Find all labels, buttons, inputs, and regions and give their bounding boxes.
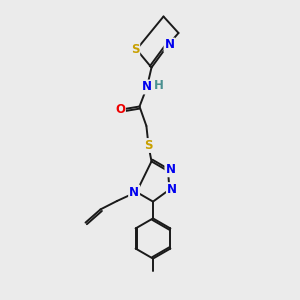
Text: S: S xyxy=(144,139,153,152)
Text: H: H xyxy=(154,79,163,92)
Text: N: N xyxy=(164,38,175,52)
Text: O: O xyxy=(115,103,125,116)
Text: S: S xyxy=(131,43,139,56)
Text: N: N xyxy=(129,185,139,199)
Text: N: N xyxy=(167,183,177,196)
Text: N: N xyxy=(165,163,176,176)
Text: N: N xyxy=(142,80,152,94)
